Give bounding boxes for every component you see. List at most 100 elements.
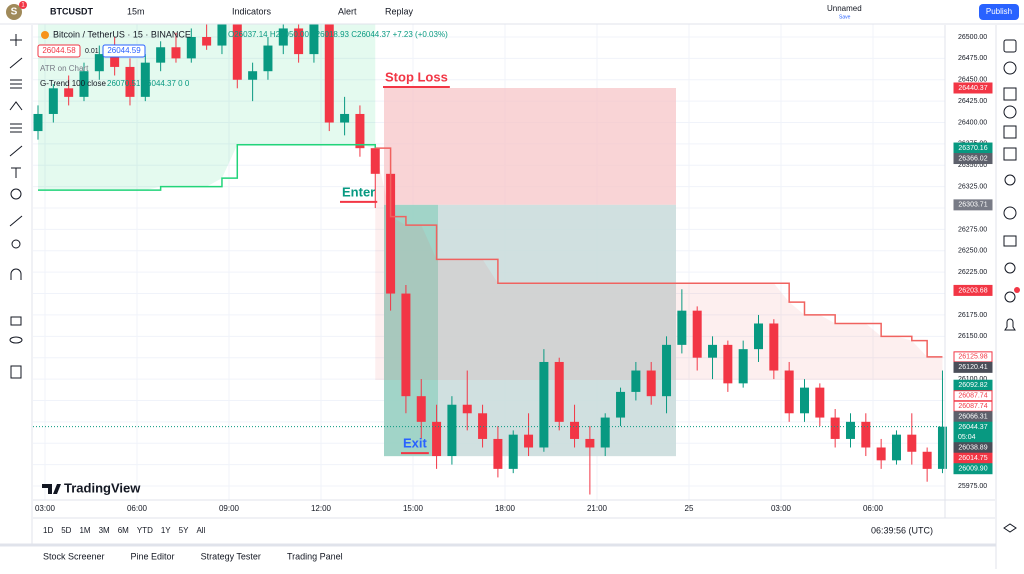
y-tick-label: 26325.00 <box>958 184 987 191</box>
publish-label: Publish <box>986 7 1012 16</box>
magnet-tool[interactable] <box>10 268 22 280</box>
alert-button[interactable]: Alert <box>338 6 357 16</box>
range-button[interactable]: YTD <box>137 526 153 535</box>
calendar-icon[interactable] <box>1003 125 1017 139</box>
candle-body <box>156 47 166 63</box>
range-button[interactable]: 6M <box>118 526 129 535</box>
bottom-tab[interactable]: Trading Panel <box>287 551 343 561</box>
ideas-icon[interactable] <box>1004 174 1016 186</box>
y-tick-label: 25975.00 <box>958 483 987 490</box>
text-tool[interactable] <box>11 167 21 178</box>
publish-button[interactable] <box>979 4 1019 20</box>
y-tick-label: 26250.00 <box>958 248 987 255</box>
price-label: 26044.37 <box>958 424 987 431</box>
x-tick-label: 06:00 <box>127 504 148 513</box>
eye-tool[interactable] <box>9 336 23 344</box>
price-label-box <box>953 361 993 373</box>
watchlist-icon[interactable] <box>1003 39 1017 53</box>
candle-body <box>186 36 196 59</box>
symbol[interactable]: BTCUSDT <box>50 6 93 16</box>
logo-mark <box>42 484 61 494</box>
candle-body <box>79 71 89 97</box>
y-tick-label: 26225.00 <box>958 269 987 276</box>
trash-tool[interactable] <box>10 365 22 379</box>
candle-body <box>340 113 350 123</box>
range-button[interactable]: 1Y <box>161 526 171 535</box>
range-button[interactable]: 1D <box>43 526 53 535</box>
coin-icon <box>41 31 49 39</box>
emoji-tool[interactable] <box>10 188 22 200</box>
alerts-icon[interactable] <box>1003 61 1017 75</box>
x-tick-label: 12:00 <box>311 504 332 513</box>
candle-body <box>585 438 595 448</box>
bid-box[interactable] <box>37 44 81 58</box>
zoom-tool[interactable] <box>11 239 21 249</box>
signal-icon[interactable] <box>1004 291 1016 303</box>
x-tick-label: 15:00 <box>403 504 424 513</box>
annotation: Exit <box>403 436 428 451</box>
bottom-tab[interactable]: Pine Editor <box>131 551 175 561</box>
candle-body <box>845 421 855 439</box>
indicators-button[interactable]: Indicators <box>232 6 272 16</box>
help-icon[interactable] <box>1004 262 1016 274</box>
top-bar <box>0 0 1024 24</box>
range-button[interactable]: All <box>196 526 205 535</box>
range-button[interactable]: 3M <box>99 526 110 535</box>
annotation: Stop Loss <box>385 69 448 84</box>
replay-button[interactable]: Replay <box>385 6 414 16</box>
avatar[interactable] <box>6 4 22 20</box>
legend-ohlc: O26037.14 H26050.00 L26018.93 C26044.37 … <box>228 30 448 39</box>
y-tick-label: 26450.00 <box>958 77 987 84</box>
candle-body <box>370 148 380 174</box>
ruler-tool[interactable] <box>9 215 23 227</box>
bid: 26044.58 <box>42 46 76 55</box>
hotlist-icon[interactable] <box>1003 105 1017 119</box>
trend-tool[interactable] <box>9 57 23 69</box>
range-button[interactable]: 5Y <box>179 526 189 535</box>
notifications-icon[interactable] <box>1004 318 1016 331</box>
overlay: Stop Loss Enter Exit <box>340 69 450 455</box>
candle-body <box>662 344 672 397</box>
badge <box>19 1 27 9</box>
chat-icon[interactable] <box>1003 235 1017 247</box>
streams-icon[interactable] <box>1003 206 1017 220</box>
interval[interactable]: 15m <box>127 6 145 16</box>
price-label-box <box>953 284 993 296</box>
candle-body <box>324 19 334 123</box>
bottom-tab[interactable]: Stock Screener <box>43 551 105 561</box>
fib-tool[interactable] <box>10 79 22 89</box>
indicator-name: G-Trend 100 close <box>40 79 107 88</box>
bottom-tab[interactable]: Strategy Tester <box>201 551 261 561</box>
candle-body <box>723 344 733 384</box>
indicator-values: 26070.51 26044.37 0 0 <box>107 79 190 88</box>
candle-body <box>876 447 886 461</box>
range-button[interactable]: 1M <box>79 526 90 535</box>
annotation: Enter <box>342 184 375 199</box>
candle-body <box>539 361 549 448</box>
candle-body <box>708 344 718 358</box>
ask-box[interactable] <box>102 44 146 58</box>
candle-body <box>738 349 748 384</box>
lock-tool[interactable] <box>10 316 22 326</box>
range-button[interactable]: 5D <box>61 526 71 535</box>
price-label: 26087.74 <box>958 403 987 410</box>
price-label-box <box>953 463 993 475</box>
news-icon[interactable] <box>1003 147 1017 161</box>
left-toolbar <box>0 25 32 545</box>
pattern-tool[interactable] <box>9 101 23 111</box>
price-label-box <box>953 82 993 94</box>
candle-body <box>524 434 534 448</box>
brush-tool[interactable] <box>9 145 23 157</box>
layout-name[interactable]: Unnamed <box>827 4 862 13</box>
candle-body <box>861 421 871 448</box>
layers-icon[interactable] <box>1003 523 1017 533</box>
cursor-tool[interactable] <box>10 34 22 46</box>
trend-line <box>375 147 943 358</box>
forecast-tool[interactable] <box>10 123 22 133</box>
candle-body <box>462 404 472 414</box>
candle-body <box>922 451 932 469</box>
data-icon[interactable] <box>1003 87 1017 101</box>
y-tick-label: 26275.00 <box>958 226 987 233</box>
y-tick-label: 26475.00 <box>958 55 987 62</box>
candle-body <box>815 387 825 418</box>
